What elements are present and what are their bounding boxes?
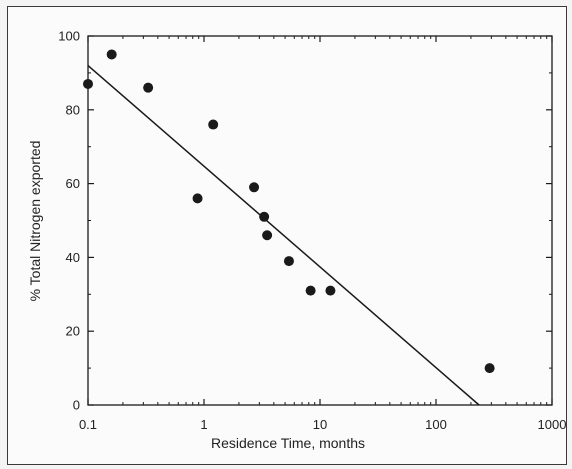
figure-frame: [7, 6, 567, 465]
y-tick-label: 0: [73, 398, 80, 413]
y-tick-label: 80: [66, 102, 80, 117]
y-axis: 0 20 40 60 80 100: [58, 29, 552, 413]
y-tick-label: 40: [66, 250, 80, 265]
data-point: [259, 211, 270, 222]
x-tick-label: 0.1: [79, 417, 97, 432]
x-tick-label: 100: [425, 417, 447, 432]
data-point: [484, 363, 495, 374]
y-axis-title: % Total Nitrogen exported: [27, 141, 43, 302]
data-points: [83, 49, 495, 374]
data-point: [249, 182, 260, 193]
y-tick-label: 100: [58, 29, 80, 44]
data-point: [208, 119, 219, 130]
data-point: [262, 230, 273, 241]
data-point: [106, 49, 117, 60]
x-tick-label: 1000: [538, 417, 567, 432]
x-axis: 0.1 1 10 100 1000: [79, 36, 567, 432]
data-point: [305, 285, 316, 296]
x-tick-label: 10: [313, 417, 327, 432]
x-axis-title: Residence Time, months: [211, 435, 365, 451]
data-point: [192, 193, 203, 204]
data-point: [283, 256, 294, 267]
data-point: [325, 285, 336, 296]
y-tick-label: 20: [66, 324, 80, 339]
y-tick-label: 60: [66, 176, 80, 191]
x-tick-label: 1: [200, 417, 207, 432]
plot-area: [87, 35, 553, 406]
trend-line: [87, 64, 480, 406]
data-point: [143, 82, 154, 93]
data-point: [83, 78, 93, 89]
